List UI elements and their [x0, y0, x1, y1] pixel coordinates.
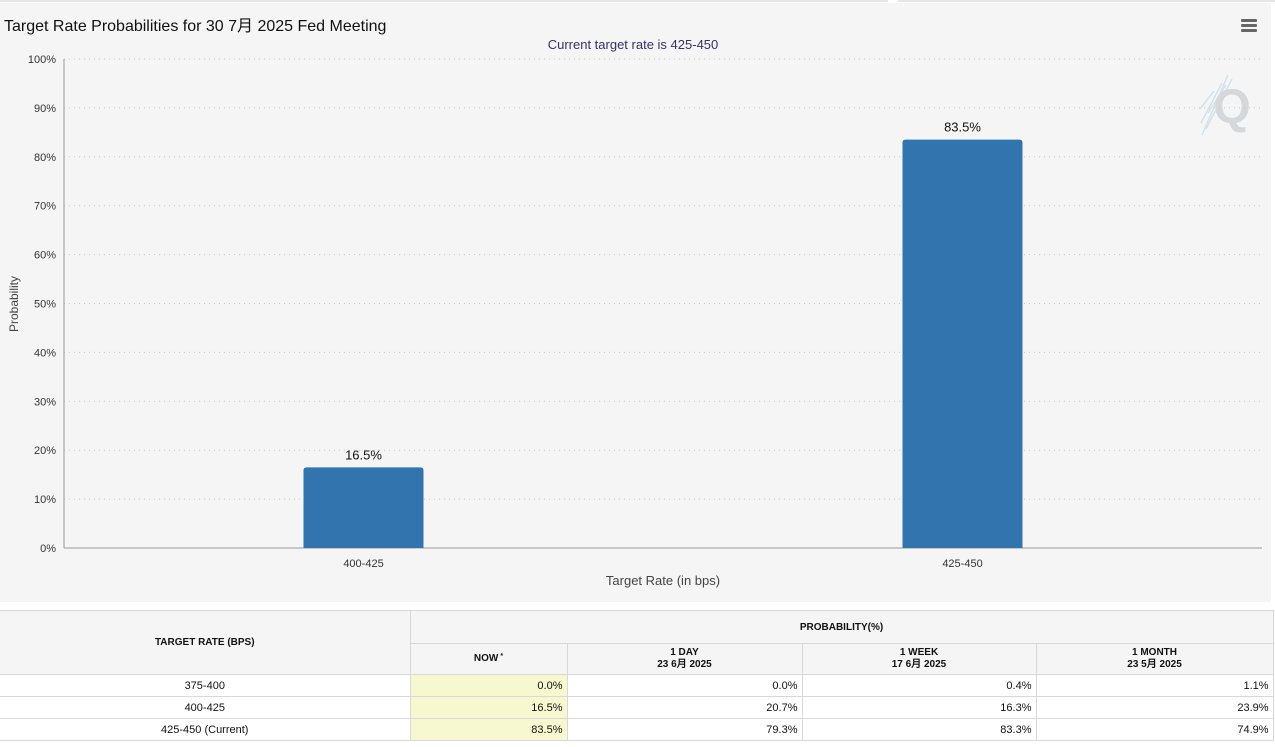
y-tick-labels: 0% 10% 20% 30% 40% 50% 60% 70% 80% 90% 100%: [28, 54, 56, 555]
column-header-label: 1 MONTH: [1132, 647, 1178, 658]
hamburger-menu-icon[interactable]: [1239, 17, 1259, 33]
bar-400-425[interactable]: [303, 467, 424, 548]
probability-cell: 0.0%: [409, 674, 568, 697]
y-tick-label: 70%: [34, 201, 56, 213]
y-axis-title: Probability: [7, 276, 21, 332]
column-header-date: 23 6月 2025: [657, 659, 712, 670]
x-tick-labels: 400-425 425-450: [343, 558, 982, 570]
probability-cell: 74.9%: [1035, 718, 1274, 741]
column-header-label: NOW *: [473, 653, 504, 664]
top-divider: [0, 0, 888, 2]
x-tick-label: 425-450: [942, 558, 982, 570]
grid-lines: [64, 58, 1262, 500]
column-header-label: 1 DAY: [670, 647, 699, 658]
column-header-1-month: 1 MONTH 23 5月 2025: [1035, 643, 1274, 675]
footnote-marker: *: [500, 653, 504, 660]
column-header-1-week: 1 WEEK 17 6月 2025: [801, 643, 1037, 675]
probability-bar-chart: Current target rate is 425-450 0% 10% 20% 3…: [7, 37, 1262, 588]
bar-data-label: 16.5%: [345, 447, 382, 462]
table-row: 400-425 16.5% 20.7% 16.3% 23.9%: [0, 696, 1274, 719]
bar-data-label: 83.5%: [944, 120, 981, 135]
probability-cell: 16.3%: [801, 696, 1037, 719]
chart-panel: Target Rate Probabilities for 30 7月 2025…: [0, 3, 1271, 602]
y-tick-label: 90%: [34, 103, 56, 115]
probability-cell: 83.3%: [801, 718, 1037, 741]
column-header-now: NOW *: [410, 643, 568, 675]
x-axis-title: Target Rate (in bps): [606, 573, 720, 588]
probability-cell: 79.3%: [566, 718, 803, 741]
y-tick-label: 50%: [34, 299, 56, 311]
target-rate-cell: 425-450 (Current): [0, 718, 411, 741]
y-tick-label: 0%: [40, 543, 56, 555]
y-tick-label: 30%: [34, 396, 56, 408]
y-tick-label: 80%: [34, 152, 56, 164]
table-row: 425-450 (Current) 83.5% 79.3% 83.3% 74.9%: [0, 718, 1274, 741]
probability-header: PROBABILITY(%): [409, 610, 1274, 644]
probability-table: TARGET RATE (BPS) PROBABILITY(%) NOW * 1 D…: [0, 610, 1274, 741]
column-header-date: 23 5月 2025: [1127, 659, 1182, 670]
top-divider: [898, 0, 1275, 2]
target-rate-cell: 375-400: [0, 674, 411, 697]
probability-cell: 1.1%: [1035, 674, 1274, 697]
y-tick-label: 40%: [34, 347, 56, 359]
column-header-1-day: 1 DAY 23 6月 2025: [566, 643, 803, 675]
bar-425-450[interactable]: [902, 139, 1023, 548]
chart-subtitle: Current target rate is 425-450: [548, 37, 719, 52]
probability-cell: 0.4%: [801, 674, 1037, 697]
target-rate-header: TARGET RATE (BPS): [0, 610, 411, 675]
y-tick-label: 100%: [28, 54, 56, 66]
table-row: 375-400 0.0% 0.0% 0.4% 1.1%: [0, 674, 1274, 697]
chart-title: Target Rate Probabilities for 30 7月 2025…: [4, 18, 387, 35]
bars: 16.5% 83.5%: [303, 120, 1023, 548]
y-tick-label: 20%: [34, 445, 56, 457]
probability-cell: 20.7%: [566, 696, 803, 719]
probability-cell: 23.9%: [1035, 696, 1274, 719]
column-header-date: 17 6月 2025: [891, 659, 947, 670]
y-tick-label: 10%: [34, 494, 56, 506]
probability-cell: 83.5%: [409, 718, 568, 741]
probability-cell: 16.5%: [409, 696, 568, 719]
probability-cell: 0.0%: [566, 674, 803, 697]
target-rate-cell: 400-425: [0, 696, 411, 719]
y-tick-label: 60%: [34, 250, 56, 262]
x-tick-label: 400-425: [343, 558, 383, 570]
column-header-label: 1 WEEK: [899, 647, 939, 658]
